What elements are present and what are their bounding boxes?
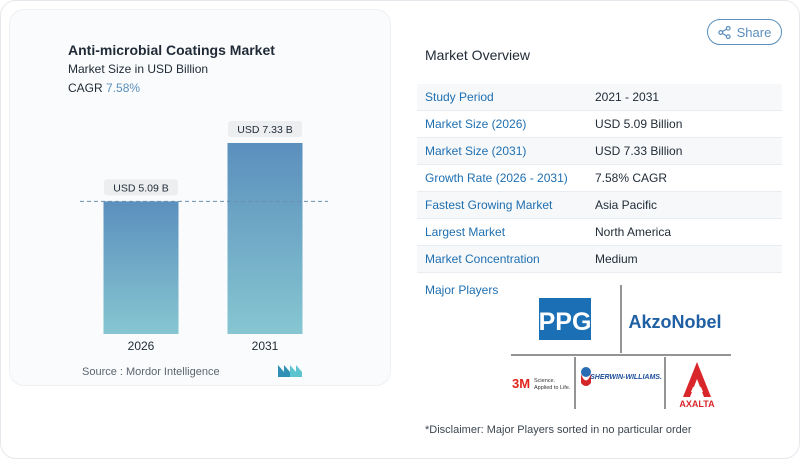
share-icon — [717, 25, 731, 39]
overview-key: Growth Rate (2026 - 2031) — [425, 171, 568, 185]
overview-title: Market Overview — [425, 47, 531, 63]
overview-key: Market Size (2026) — [425, 117, 527, 131]
overview-row: Study Period 2021 - 2031 — [417, 84, 782, 111]
overview-value: USD 7.33 Billion — [595, 144, 683, 158]
data-label-2031: USD 7.33 B — [237, 124, 292, 136]
overview-value: 7.58% CAGR — [595, 171, 668, 185]
overview-table: Study Period 2021 - 2031 Market Size (20… — [417, 84, 782, 273]
bar-2031 — [227, 143, 303, 334]
overview-row: Market Size (2026) USD 5.09 Billion — [417, 111, 782, 138]
overview-row: Market Concentration Medium — [417, 246, 782, 273]
overview-row: Fastest Growing Market Asia Pacific — [417, 192, 782, 219]
data-label-pill — [228, 121, 302, 137]
overview-key: Fastest Growing Market — [425, 198, 553, 212]
overview-value: USD 5.09 Billion — [595, 117, 683, 131]
overview-value: Asia Pacific — [595, 198, 658, 212]
sherwin-logo-text: SHERWIN-WILLIAMS. — [590, 374, 662, 381]
sherwin-williams-logo: SHERWIN-WILLIAMS. — [581, 367, 662, 386]
overview-value: North America — [595, 225, 672, 239]
major-players-logos: PPG AkzoNobel 3M Science. Applied to Lif… — [511, 285, 731, 409]
bar-2026 — [103, 201, 179, 334]
ppg-logo-text: PPG — [539, 308, 592, 336]
share-button[interactable]: Share — [707, 19, 782, 45]
x-tick-label-2026: 2026 — [128, 339, 155, 353]
ppg-logo: PPG — [539, 298, 592, 340]
overview-key: Market Concentration — [425, 252, 540, 266]
overview-row: Growth Rate (2026 - 2031) 7.58% CAGR — [417, 165, 782, 192]
bar-chart: USD 5.09 B 2026 USD 7.33 B 2031 — [80, 121, 328, 353]
chart-cagr: CAGR 7.58% — [68, 81, 140, 95]
akzonobel-logo: AkzoNobel — [628, 312, 721, 332]
source-text: Source : Mordor Intelligence — [82, 366, 220, 378]
x-tick-label-2031: 2031 — [252, 339, 279, 353]
disclaimer-text: *Disclaimer: Major Players sorted in no … — [425, 424, 692, 436]
axalta-logo-text: AXALTA — [679, 399, 715, 409]
overview-value: Medium — [595, 252, 638, 266]
chart-title: Anti-microbial Coatings Market — [68, 42, 275, 58]
share-label: Share — [736, 24, 772, 40]
cagr-label: CAGR — [68, 81, 103, 95]
axalta-logo: AXALTA — [679, 362, 715, 409]
data-label-2026: USD 5.09 B — [113, 182, 168, 194]
3m-logo: 3M Science. Applied to Life. — [512, 376, 571, 391]
overview-key: Largest Market — [425, 225, 506, 239]
overview-value: 2021 - 2031 — [595, 90, 660, 104]
chart-card — [10, 10, 390, 385]
overview-key: Study Period — [425, 90, 494, 104]
3m-logo-text: 3M — [512, 376, 530, 391]
cagr-value: 7.58% — [106, 81, 141, 95]
major-players-label: Major Players — [425, 283, 499, 297]
overview-key: Market Size (2031) — [425, 144, 527, 158]
3m-tagline-2: Applied to Life. — [534, 385, 571, 391]
overview-row: Largest Market North America — [417, 219, 782, 246]
3m-tagline-1: Science. — [534, 378, 556, 384]
data-label-pill — [104, 179, 178, 196]
mordor-logo-icon — [278, 365, 302, 377]
overview-row: Market Size (2031) USD 7.33 Billion — [417, 138, 782, 165]
chart-subtitle: Market Size in USD Billion — [68, 62, 209, 76]
